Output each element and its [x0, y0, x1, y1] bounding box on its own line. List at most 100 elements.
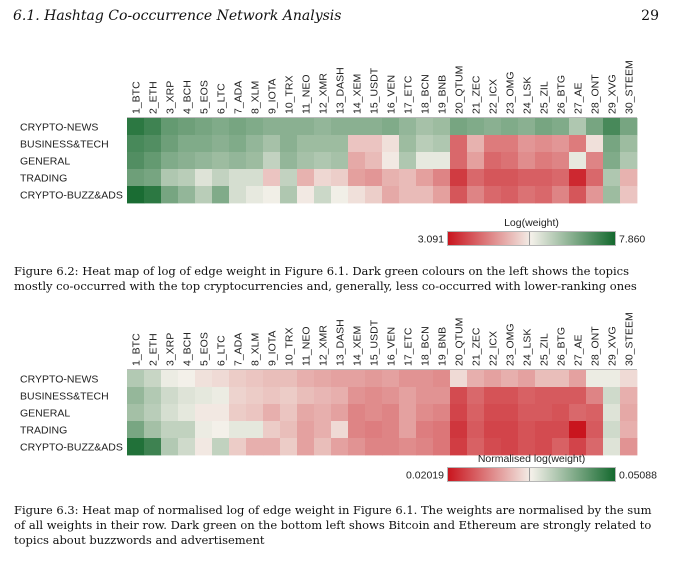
heatmap-cell	[246, 152, 264, 170]
heatmap-cell	[535, 404, 553, 422]
heatmap-cell	[467, 438, 485, 456]
heatmap-cell	[229, 404, 247, 422]
column-label: 2_ETH	[148, 333, 160, 366]
heatmap-cell	[348, 152, 366, 170]
row-label: BUSINESS&TECH	[20, 391, 109, 403]
heatmap-cell	[586, 152, 604, 170]
legend-border	[447, 231, 616, 246]
heatmap-cell	[229, 118, 247, 136]
page-header: 6.1. Hashtag Co-occurrence Network Analy…	[13, 8, 659, 26]
heatmap-cell	[212, 186, 230, 204]
column-label: 7_ADA	[233, 81, 245, 114]
heatmap-cell	[535, 438, 553, 456]
running-title: 6.1. Hashtag Co-occurrence Network Analy…	[13, 8, 342, 24]
heatmap-cell	[535, 118, 553, 136]
legend-min-label: 0.02019	[406, 470, 444, 482]
heatmap-cell	[331, 370, 349, 388]
heatmap-cell	[280, 404, 298, 422]
heatmap-cell	[433, 387, 451, 405]
heatmap-cell	[348, 438, 366, 456]
heatmap-cell	[314, 387, 332, 405]
heatmap-cell	[229, 387, 247, 405]
heatmap-cell	[603, 186, 621, 204]
heatmap-cell	[314, 421, 332, 439]
column-label: 20_QTUM	[454, 318, 466, 366]
heatmap-cell	[195, 438, 213, 456]
heatmap-cell	[297, 118, 315, 136]
heatmap-cell	[331, 404, 349, 422]
heatmap-cell	[399, 186, 417, 204]
heatmap-cell	[501, 152, 519, 170]
heatmap-cell	[535, 387, 553, 405]
heatmap-cell	[314, 169, 332, 187]
heatmap-cell	[314, 438, 332, 456]
heatmap-cell	[569, 387, 587, 405]
heatmap-cell	[161, 118, 179, 136]
heatmap-cell	[433, 118, 451, 136]
heatmap-cell	[331, 438, 349, 456]
heatmap-cell	[229, 421, 247, 439]
heatmap-cell	[212, 169, 230, 187]
heatmap-cell	[569, 421, 587, 439]
heatmap-cell	[195, 135, 213, 153]
heatmap-cell	[246, 118, 264, 136]
heatmap-cell	[603, 438, 621, 456]
heatmap-cell	[484, 135, 502, 153]
heatmap-cell	[382, 135, 400, 153]
column-label: 14_XEM	[352, 74, 364, 114]
heatmap-cell	[620, 135, 638, 153]
row-label: CRYPTO-NEWS	[20, 374, 98, 386]
column-label: 5_EOS	[199, 80, 211, 114]
legend-min-label: 3.091	[418, 234, 444, 246]
heatmap-cell	[382, 404, 400, 422]
column-label: 30_STEEM	[624, 60, 636, 114]
heatmap-cell	[314, 152, 332, 170]
column-label: 6_LTC	[216, 335, 228, 366]
heatmap-cell	[620, 169, 638, 187]
column-label: 21_ZEC	[471, 327, 483, 366]
heatmap-cell	[399, 370, 417, 388]
heatmap-cell	[501, 438, 519, 456]
heatmap-cell	[518, 169, 536, 187]
heatmap-cell	[246, 135, 264, 153]
heatmap-cell	[467, 152, 485, 170]
heatmap-cell	[416, 387, 434, 405]
column-label: 6_LTC	[216, 83, 228, 114]
column-label: 23_OMG	[505, 71, 517, 114]
heatmap-cell	[552, 186, 570, 204]
column-label: 12_XMR	[318, 73, 330, 114]
heatmap-cell	[484, 118, 502, 136]
heatmap-cell	[518, 438, 536, 456]
heatmap-cell	[620, 438, 638, 456]
heatmap-cell	[280, 370, 298, 388]
heatmap-cell	[399, 118, 417, 136]
heatmap-cell	[450, 152, 468, 170]
heatmap-cell	[399, 152, 417, 170]
heatmap-cell	[586, 169, 604, 187]
column-label: 24_LSK	[522, 329, 534, 366]
heatmap-cell	[603, 421, 621, 439]
heatmap-cell	[348, 135, 366, 153]
heatmap-cell	[450, 438, 468, 456]
heatmap-cell	[552, 438, 570, 456]
heatmap-cell	[161, 152, 179, 170]
heatmap-cell	[263, 186, 281, 204]
heatmap-cell	[399, 404, 417, 422]
heatmap-cell	[178, 370, 196, 388]
heatmap-cell	[246, 370, 264, 388]
row-label: GENERAL	[20, 156, 70, 168]
column-label: 11_NEO	[301, 327, 313, 367]
heatmap-cell	[569, 370, 587, 388]
column-label: 22_ICX	[488, 79, 500, 114]
heatmap-cell	[195, 152, 213, 170]
heatmap-cell	[433, 169, 451, 187]
heatmap-cell	[552, 152, 570, 170]
heatmap-cell	[178, 135, 196, 153]
heatmap-cell	[467, 421, 485, 439]
heatmap-cell	[161, 370, 179, 388]
heatmap-cell	[365, 169, 383, 187]
heatmap-cell	[280, 438, 298, 456]
column-label: 2_ETH	[148, 81, 160, 114]
heatmap-cell	[382, 370, 400, 388]
heatmap-cell	[518, 404, 536, 422]
